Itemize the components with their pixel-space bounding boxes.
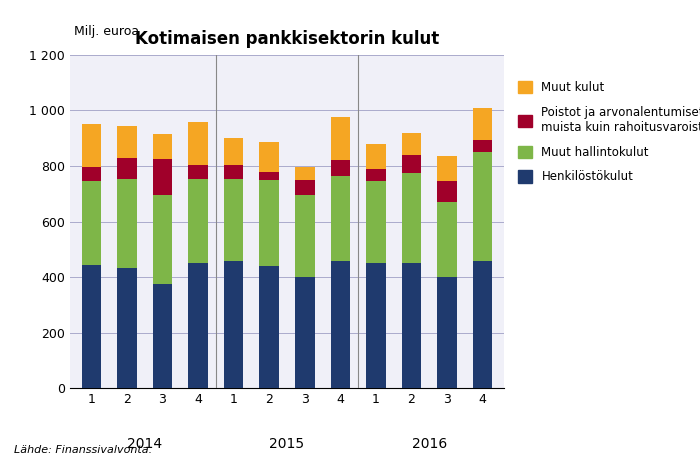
Bar (82, 265, 101, 388)
Bar (438, 156, 457, 181)
Bar (188, 263, 208, 388)
Legend: Muut kulut, Poistot ja arvonalentumiset
muista kuin rahoitusvaroista, Muut halli: Muut kulut, Poistot ja arvonalentumiset … (514, 77, 700, 187)
Bar (117, 158, 136, 179)
Text: Lähde: Finanssivalvonta.: Lähde: Finanssivalvonta. (14, 445, 152, 455)
Bar (260, 266, 279, 388)
Bar (330, 260, 350, 388)
Bar (366, 181, 386, 263)
Bar (188, 122, 208, 165)
Bar (224, 165, 244, 179)
Bar (295, 195, 314, 277)
Bar (188, 179, 208, 263)
Text: 2015: 2015 (270, 437, 304, 451)
Bar (117, 267, 136, 388)
Bar (366, 169, 386, 181)
Bar (153, 284, 172, 388)
Bar (438, 277, 457, 388)
Bar (224, 138, 244, 165)
Bar (473, 108, 492, 140)
Text: 2014: 2014 (127, 437, 162, 451)
Bar (402, 155, 421, 173)
Bar (153, 195, 172, 284)
Bar (438, 202, 457, 277)
Bar (366, 263, 386, 388)
Bar (330, 176, 350, 260)
Bar (117, 179, 136, 267)
Bar (188, 165, 208, 179)
Bar (260, 143, 279, 171)
Bar (366, 144, 386, 169)
Bar (295, 167, 314, 180)
Bar (224, 179, 244, 260)
Bar (82, 181, 101, 265)
Bar (473, 140, 492, 152)
Bar (473, 260, 492, 388)
Bar (260, 180, 279, 266)
Text: 2016: 2016 (412, 437, 447, 451)
Bar (473, 152, 492, 260)
Bar (260, 171, 279, 180)
Bar (402, 173, 421, 263)
Bar (402, 263, 421, 388)
Bar (117, 126, 136, 158)
Bar (153, 134, 172, 159)
Bar (330, 117, 350, 160)
Bar (402, 133, 421, 155)
Bar (295, 180, 314, 195)
Bar (295, 277, 314, 388)
Text: Milj. euroa: Milj. euroa (74, 25, 139, 38)
Bar (224, 260, 244, 388)
Bar (153, 159, 172, 195)
Title: Kotimaisen pankkisektorin kulut: Kotimaisen pankkisektorin kulut (135, 30, 439, 48)
Bar (330, 160, 350, 176)
Bar (82, 167, 101, 181)
Bar (82, 124, 101, 167)
Bar (438, 181, 457, 202)
